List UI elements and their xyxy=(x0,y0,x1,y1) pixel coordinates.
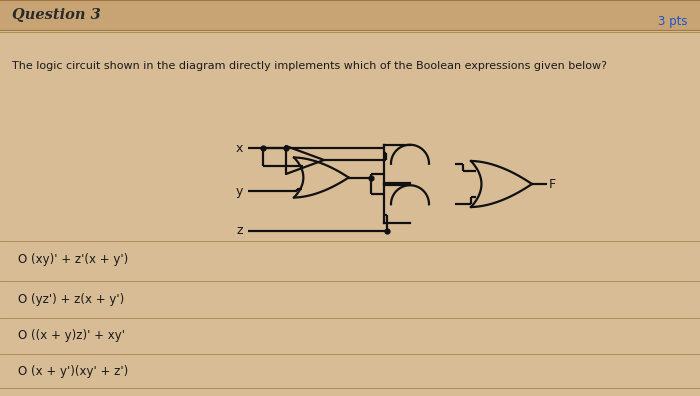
Text: F: F xyxy=(549,177,556,190)
Text: z: z xyxy=(237,225,243,238)
Text: Question 3: Question 3 xyxy=(12,8,101,22)
Text: The logic circuit shown in the diagram directly implements which of the Boolean : The logic circuit shown in the diagram d… xyxy=(12,61,607,71)
Text: O (yz') + z(x + y'): O (yz') + z(x + y') xyxy=(18,293,125,305)
Text: 3 pts: 3 pts xyxy=(659,15,688,29)
Text: O (xy)' + z'(x + y'): O (xy)' + z'(x + y') xyxy=(18,253,128,267)
Text: x: x xyxy=(236,141,243,154)
Text: y: y xyxy=(236,185,243,198)
Bar xyxy=(0,0,700,30)
Text: O ((x + y)z)' + xy': O ((x + y)z)' + xy' xyxy=(18,329,125,343)
Text: O (x + y')(xy' + z'): O (x + y')(xy' + z') xyxy=(18,366,128,379)
